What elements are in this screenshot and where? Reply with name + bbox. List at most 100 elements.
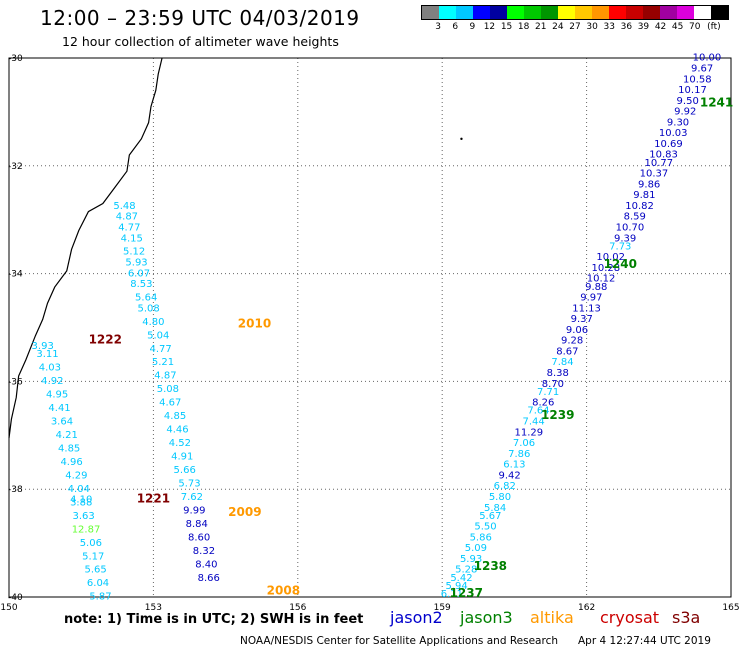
color-swatch [694,6,711,19]
wave-height-value: 5.67 [479,511,501,522]
wave-height-value: 5.08 [137,303,159,314]
wave-height-value: 9.81 [633,190,655,201]
wave-height-values: 10.009.6710.5810.179.509.929.3010.0310.6… [32,53,722,603]
pass-label-cryosat: 1222 [89,333,122,347]
wave-height-value: 10.17 [678,85,707,96]
color-scale-label: 39 [637,22,650,32]
lat-tick-label: -32 [8,162,23,172]
wave-height-value: 3.88 [70,497,92,508]
wave-height-value: 4.52 [169,438,191,449]
wave-height-value: 9.50 [677,96,699,107]
generated-timestamp: Apr 4 12:27:44 UTC 2019 [578,635,711,647]
wave-height-value: 10.28 [592,263,621,274]
wave-height-value: 5.66 [174,465,196,476]
wave-height-value: 10.02 [596,252,625,263]
wave-height-value: 9.39 [614,233,636,244]
wave-height-value: 4.77 [118,222,140,233]
wave-height-value: 8.70 [542,379,564,390]
wave-height-value: 4.15 [121,233,143,244]
wave-height-value: 5.04 [147,330,169,341]
wave-height-value: 4.04 [68,484,90,495]
wave-height-value: 7.44 [523,417,545,428]
wave-height-value: 4.92 [41,376,63,387]
wave-height-value: 8.84 [186,519,208,530]
lat-tick-label: -40 [8,593,23,603]
wave-height-value: 6.82 [494,481,516,492]
wave-height-value: 9.37 [571,314,593,325]
color-swatch [609,6,626,19]
wave-height-value: 5.48 [113,201,135,212]
color-swatch [592,6,609,19]
wave-height-value: 10.77 [644,158,673,169]
wave-height-value: 4.87 [116,212,138,223]
wave-height-value: 4.85 [58,443,80,454]
wave-height-value: 4.10 [70,495,92,506]
wave-height-value: 7.06 [513,438,535,449]
wave-height-value: 9.28 [561,336,583,347]
footnote: note: 1) Time is in UTC; 2) SWH is in fe… [64,612,364,627]
wave-height-value: 9.92 [674,107,696,118]
color-swatch [422,6,439,19]
wave-height-value: 5.12 [123,247,145,258]
wave-height-value: 5.08 [157,384,179,395]
pass-label-altika: 2008 [267,583,300,597]
wave-height-value: 5.28 [455,565,477,576]
color-swatch [558,6,575,19]
color-swatch [677,6,694,19]
wave-height-value: 5.06 [80,538,102,549]
wave-height-value: 8.53 [130,279,152,290]
color-swatch [507,6,524,19]
lon-tick-label: 153 [145,603,162,613]
wave-height-value: 4.80 [142,317,164,328]
color-scale-label: 30 [586,22,598,32]
wave-height-value: 5.87 [89,592,111,603]
wave-height-value: 9.97 [580,293,602,304]
wave-height-value: 10.00 [693,53,722,64]
color-scale-label: 24 [552,22,564,32]
pass-label-jason3: 1241 [700,96,733,110]
wave-height-value: 4.03 [39,363,61,374]
wave-height-value: 10.58 [683,74,712,85]
wave-height-value: 10.69 [654,139,683,150]
lat-tick-label: -38 [8,485,23,495]
wave-height-value: 5.64 [135,293,157,304]
color-scale-labels: 3 6 9 12 15 18 21 24 27 30 33 36 39 42 45 70 (ft) [421,22,737,34]
wave-height-value: 9.42 [498,470,520,481]
pass-label-jason3: 1239 [541,408,574,422]
legend-altika: altika [530,608,574,627]
wave-height-value: 4.21 [56,430,78,441]
wave-height-value: 9.86 [638,179,660,190]
wave-height-value: 5.80 [489,492,511,503]
wave-height-value: 7.71 [537,387,559,398]
pass-label-jason3: 1240 [604,257,637,271]
island-marker [460,137,463,141]
wave-height-value: 6.11 [441,589,463,600]
color-scale-label: 45 [671,22,684,32]
wave-height-value: 4.46 [166,425,188,436]
wave-height-value: 9.06 [566,325,588,336]
wave-height-value: 8.32 [193,546,215,557]
wave-height-value: 6.04 [87,578,109,589]
wave-height-value: 8.40 [195,559,217,570]
color-scale-label: 3 [435,22,441,32]
color-scale-bar [421,5,729,20]
pass-label-cryosat: 1221 [137,492,170,506]
wave-height-value: 7.84 [551,357,573,368]
wave-height-value: 11.29 [515,427,544,438]
map-frame [8,57,732,598]
wave-height-value: 5.93 [460,554,482,565]
wave-height-value: 9.67 [691,63,713,74]
pass-label-altika: 2009 [228,505,261,519]
wave-height-value: 8.26 [532,398,554,409]
color-scale-label: 42 [654,22,667,32]
color-swatch [524,6,541,19]
lon-tick-label: 150 [0,603,17,613]
wave-height-value: 3.93 [32,341,54,352]
axis-ticks: 150 153 156 159 162 165 -30 -32 -34 -36 -38 -40 [0,54,739,613]
wave-height-value: 5.42 [450,573,472,584]
color-swatch [439,6,456,19]
wave-height-value: 8.59 [624,212,646,223]
wave-height-value: 4.87 [154,371,176,382]
pass-label-jason3: 1238 [474,559,507,573]
